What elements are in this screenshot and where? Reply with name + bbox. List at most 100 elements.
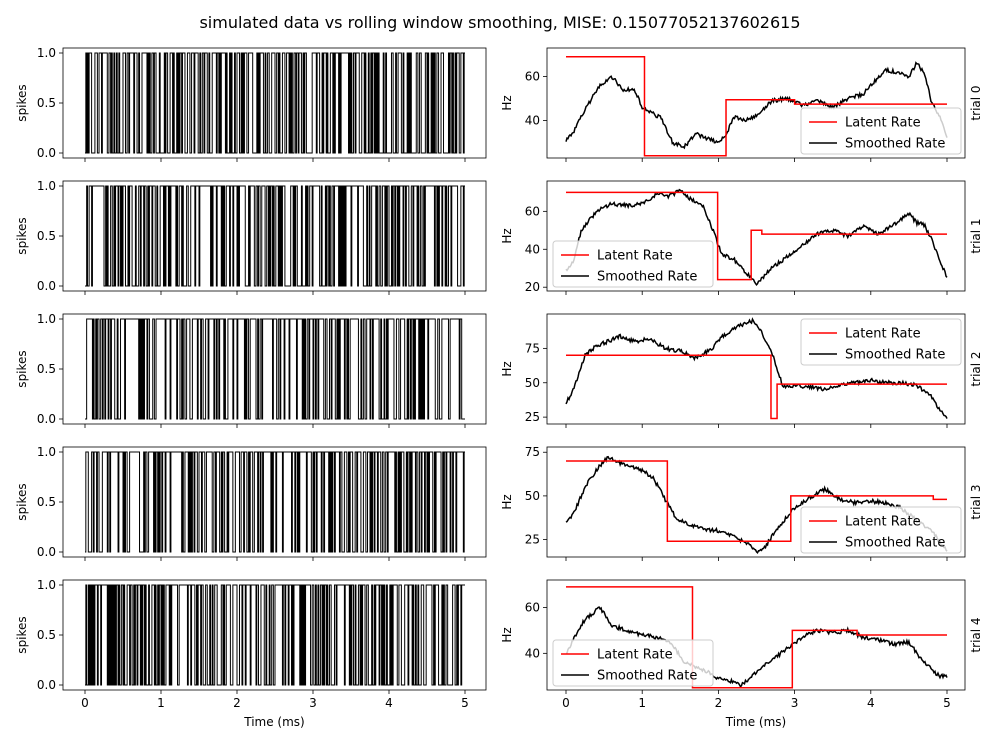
legend: Latent Rate Smoothed Rate [552, 240, 714, 288]
spike-x-tick-label: 4 [385, 696, 393, 710]
legend-smoothed-label: Smoothed Rate [597, 669, 697, 684]
legend-smoothed-label: Smoothed Rate [845, 536, 945, 551]
spike-y-axis-label: spikes [15, 616, 29, 653]
spike-y-axis-label: spikes [15, 350, 29, 387]
smoothed-rate-line [565, 455, 948, 555]
spike-y-tick-label: 0.5 [37, 495, 56, 509]
rate-x-tick-label: 0 [562, 696, 570, 710]
spike-train-line [85, 52, 465, 154]
legend-latent-label: Latent Rate [845, 116, 921, 131]
spike-panel: 0.0 0.5 1.0 spikes [15, 46, 487, 160]
spike-x-tick-label: 5 [461, 696, 469, 710]
rate-y-tick-label: 40 [525, 646, 540, 660]
spike-panel: 0.0 0.5 1.0 spikes [15, 312, 487, 426]
spike-y-tick-label: 0.0 [37, 678, 56, 692]
rate-x-tick-label: 3 [791, 696, 799, 710]
rate-x-tick-label: 4 [867, 696, 875, 710]
rate-y-tick-label: 60 [525, 204, 540, 218]
legend-box [800, 506, 962, 554]
rate-x-tick-label: 1 [638, 696, 646, 710]
spike-y-tick-label: 1.0 [37, 179, 56, 193]
spike-train-line [85, 318, 465, 420]
latent-rate-line [566, 354, 947, 420]
rate-x-axis-label: Time (ms) [725, 715, 787, 729]
spike-train-line [85, 584, 465, 686]
legend-smoothed-label: Smoothed Rate [845, 137, 945, 152]
spike-x-tick-label: 1 [157, 696, 165, 710]
trial-label: trial 3 [969, 484, 983, 519]
spike-y-tick-label: 0.0 [37, 146, 56, 160]
spike-x-tick-label: 0 [81, 696, 89, 710]
rate-y-axis-label: Hz [500, 361, 514, 376]
rate-y-axis-label: Hz [500, 627, 514, 642]
legend-box [800, 318, 962, 366]
legend-box [552, 240, 714, 288]
latent-rate-line [566, 56, 947, 157]
spike-x-axis-label: Time (ms) [243, 715, 305, 729]
legend-box [800, 107, 962, 155]
legend: Latent Rate Smoothed Rate [800, 506, 962, 554]
spike-y-tick-label: 1.0 [37, 312, 56, 326]
latent-rate-line [566, 460, 947, 543]
rate-y-tick-label: 40 [525, 114, 540, 128]
rate-y-tick-label: 20 [525, 280, 540, 294]
rate-x-tick-label: 5 [943, 696, 951, 710]
legend-smoothed-label: Smoothed Rate [597, 270, 697, 285]
legend-latent-label: Latent Rate [845, 515, 921, 530]
legend-smoothed-label: Smoothed Rate [845, 348, 945, 363]
rate-axes-frame [546, 579, 966, 691]
rate-y-tick-label: 40 [525, 242, 540, 256]
figure-title: simulated data vs rolling window smoothi… [199, 13, 800, 32]
rate-y-tick-label: 60 [525, 70, 540, 84]
smoothed-rate-line [565, 61, 948, 150]
latent-rate-line [566, 586, 947, 689]
spike-y-tick-label: 1.0 [37, 46, 56, 60]
legend: Latent Rate Smoothed Rate [552, 639, 714, 687]
legend-latent-label: Latent Rate [597, 249, 673, 264]
rate-y-tick-label: 25 [525, 410, 540, 424]
trial-label: trial 2 [969, 351, 983, 386]
spike-y-tick-label: 1.0 [37, 445, 56, 459]
smoothed-rate-line [565, 317, 948, 419]
rate-y-axis-label: Hz [500, 228, 514, 243]
spike-train-line [85, 451, 465, 553]
spike-x-tick-label: 3 [309, 696, 317, 710]
spike-y-tick-label: 0.5 [37, 96, 56, 110]
spike-y-tick-label: 0.5 [37, 628, 56, 642]
legend: Latent Rate Smoothed Rate [800, 107, 962, 155]
latent-rate-line [566, 191, 947, 281]
spike-panel: 0.0 0.5 1.0 spikes [15, 179, 487, 293]
spike-y-tick-label: 0.5 [37, 362, 56, 376]
rate-y-tick-label: 75 [525, 445, 540, 459]
smoothed-rate-line [566, 606, 948, 688]
rate-y-tick-label: 50 [525, 489, 540, 503]
spike-panel: 0.0 0.5 1.0 spikes [15, 445, 487, 559]
spike-y-tick-label: 0.0 [37, 279, 56, 293]
rate-panel: 20 40 60 Hz trial 1 Latent Rate Smoothed Rate [500, 180, 983, 294]
smoothed-rate-line [565, 188, 948, 287]
spike-y-tick-label: 1.0 [37, 578, 56, 592]
spike-y-tick-label: 0.0 [37, 545, 56, 559]
trial-label: trial 0 [969, 85, 983, 120]
rate-x-tick-label: 2 [715, 696, 723, 710]
spike-y-axis-label: spikes [15, 217, 29, 254]
trial-label: trial 4 [969, 617, 983, 652]
rate-y-tick-label: 75 [525, 341, 540, 355]
spike-y-axis-label: spikes [15, 483, 29, 520]
rate-y-axis-label: Hz [500, 95, 514, 110]
rate-y-tick-label: 50 [525, 376, 540, 390]
legend: Latent Rate Smoothed Rate [800, 318, 962, 366]
rate-y-tick-label: 60 [525, 601, 540, 615]
rate-panel: 25 50 75 Hz trial 2 Latent Rate Smoothed Rate [500, 313, 983, 425]
rate-axes-frame [546, 313, 966, 425]
spike-train-line [85, 185, 465, 287]
rate-axes-frame [546, 180, 966, 292]
rate-y-tick-label: 25 [525, 533, 540, 547]
spike-axes-frame [62, 446, 487, 558]
legend-box [552, 639, 714, 687]
spike-x-tick-label: 2 [233, 696, 241, 710]
rate-axes-frame [546, 446, 966, 558]
spike-y-tick-label: 0.5 [37, 229, 56, 243]
